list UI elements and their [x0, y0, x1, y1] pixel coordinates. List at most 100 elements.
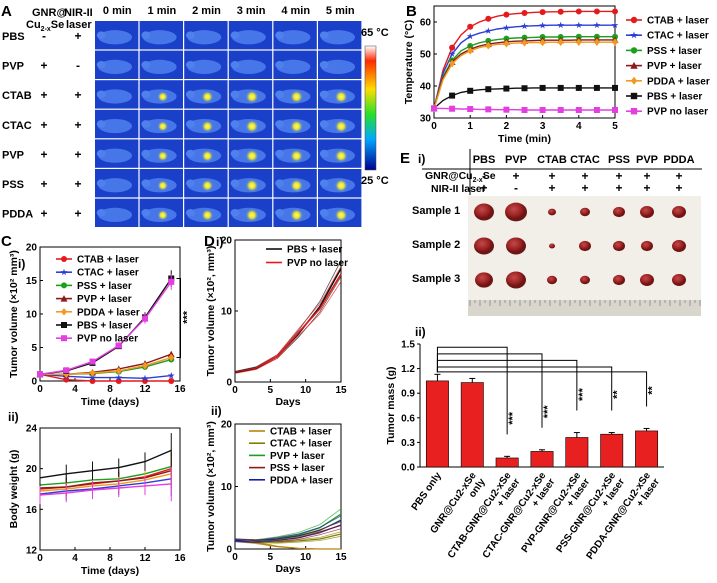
replicate-line-pdda-laser-1 [234, 515, 342, 541]
mouse-head [185, 208, 195, 217]
panel-c: C i) ii) [1, 233, 25, 424]
panel-d-letter: D [204, 233, 215, 250]
row-laser-sign-5: + [74, 177, 81, 191]
panel-b: B [406, 3, 417, 20]
y-tick-label-24: 24 [26, 424, 38, 435]
mouse-body [276, 30, 311, 45]
data-point [485, 106, 492, 113]
series-pvp-no-laser [39, 466, 172, 505]
y-axis-label: Temperature (°C) [403, 20, 415, 105]
series-line [39, 373, 172, 382]
row-gnr-sign-5: + [40, 177, 47, 191]
row-gnr-sign-2: + [40, 88, 47, 102]
data-point [575, 107, 582, 113]
mouse-head [141, 149, 151, 158]
legend-entry-pss-laser: PSS + laser [249, 463, 325, 474]
data-point [539, 38, 546, 47]
legend-marker [61, 308, 67, 316]
thermal-cell-4-4 [273, 139, 317, 168]
data-point [521, 22, 528, 30]
data-point [115, 367, 122, 375]
row-laser-sign-4: + [74, 147, 81, 161]
data-point [503, 39, 510, 48]
data-point [89, 374, 96, 381]
legend-marker [630, 31, 638, 39]
mouse-head [230, 31, 240, 40]
bar-3 [530, 451, 554, 468]
gnr-header-1: GNR@ [32, 7, 67, 19]
table-col-ctab-2: CTAB [537, 154, 567, 166]
heat-spot [289, 119, 304, 134]
x-tick-label-4: 4 [72, 553, 78, 564]
row-label-pss-5: PSS [2, 179, 24, 191]
panel-c-sub-ii: ii) [8, 410, 19, 424]
legend-marker [61, 335, 67, 342]
thermal-cell-1-0 [95, 50, 139, 79]
legend-marker [61, 256, 67, 262]
ruler [468, 300, 701, 316]
data-point [612, 38, 618, 46]
data-point [115, 374, 123, 381]
row2-sign-3: + [581, 181, 588, 195]
series-pvp-no-laser [37, 273, 175, 378]
thermal-cell-4-1 [139, 139, 183, 168]
row-label-pdda-6: PDDA [2, 209, 33, 221]
y-axis-label: Tumor volume (×10², mm³) [205, 246, 217, 377]
thermal-cell-2-5 [318, 80, 362, 109]
heat-spot [289, 208, 304, 222]
x-axis-label: Time (days) [81, 565, 139, 577]
data-point [449, 59, 456, 68]
data-point [521, 10, 528, 17]
thermal-cell-0-1 [139, 21, 183, 50]
tumor-3-1 [475, 272, 493, 288]
table-col-pdda-6: PDDA [663, 154, 694, 166]
row2-sign-1: - [514, 181, 518, 195]
legend-entry-pss-laser: PSS + laser [56, 281, 132, 292]
x-tick-label-10: 10 [300, 385, 312, 396]
series-pvp-laser [430, 36, 619, 112]
row-gnr-sign-4: + [40, 147, 47, 161]
legend-text: PSS + laser [77, 281, 132, 292]
data-point [557, 38, 564, 46]
y-tick-label-20: 20 [221, 420, 233, 431]
table-col-pbs-0: PBS [473, 154, 496, 166]
legend-entry-pdda-laser: PDDA + laser [56, 307, 140, 318]
series-pvp-no-laser [234, 273, 342, 374]
legend-marker [61, 282, 67, 289]
tumor-2-5 [613, 240, 625, 252]
legend-text: PVP no laser [647, 107, 708, 118]
tumor-3-7 [672, 274, 686, 286]
row1-sign-5: + [643, 169, 650, 183]
legend-text: PVP no laser [77, 334, 138, 345]
legend-entry-ctac-laser: CTAC + laser [626, 31, 709, 42]
mouse-body [98, 89, 133, 104]
tumor-1-2 [505, 202, 527, 222]
heat-spot [245, 119, 259, 134]
row1-sign-3: + [581, 169, 588, 183]
chart-c-ii-body-weight: 0 4 8 12 16 12 16 20 24 Time (days) Body weight (g… [8, 424, 186, 578]
sample-label-1: Sample 1 [412, 205, 460, 217]
legend-entry-pvp-no-laser: PVP no laser [56, 334, 138, 345]
legend-text: PVP + laser [647, 61, 702, 72]
series-line [433, 36, 615, 109]
legend-text: PSS + laser [270, 463, 325, 474]
data-point [539, 107, 546, 113]
significance-bracket-4 [436, 359, 578, 411]
legend-entry-pdda-laser: PDDA + laser [249, 475, 333, 486]
x-axis-label: Time (days) [81, 396, 139, 408]
mouse-body [231, 59, 266, 74]
tumor-1-7 [672, 206, 686, 218]
series-line [39, 449, 172, 479]
time-label-2: 2 min [192, 5, 221, 17]
row-laser-sign-2: + [74, 88, 81, 102]
sub-2-x: 2-x [473, 177, 483, 184]
y-tick-label-10: 10 [221, 307, 233, 318]
replicate-line-pss-laser-1 [234, 521, 342, 541]
row-gnr-sign-3: + [40, 118, 47, 132]
plot-frame [433, 5, 616, 119]
y-tick-label-0-0: 0.0 [401, 463, 415, 474]
x-tick-label-8: 8 [107, 553, 113, 564]
time-label-0: 0 min [103, 5, 132, 17]
data-point [593, 107, 600, 113]
